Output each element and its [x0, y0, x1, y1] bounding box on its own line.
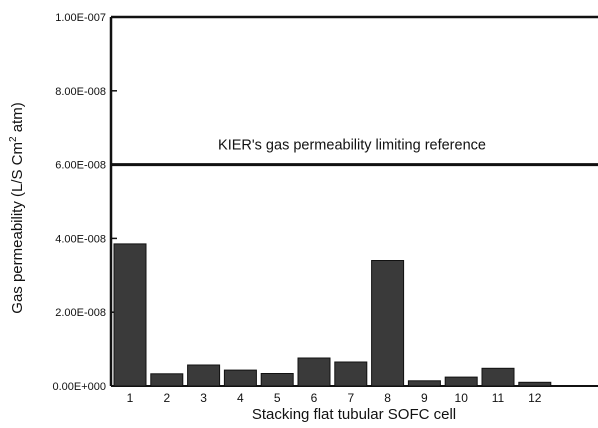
bar-4	[223, 369, 257, 387]
x-axis-title: Stacking flat tubular SOFC cell	[252, 406, 456, 423]
x-tick-label: 2	[163, 391, 170, 405]
bar-2	[150, 373, 184, 387]
bar-11	[481, 367, 515, 387]
y-axis: 0.00E+000 2.00E-008 4.00E-008 6.00E-008 8.00…	[52, 12, 117, 393]
bar-9	[407, 380, 441, 387]
x-tick-label: 4	[237, 391, 244, 405]
y-tick-label: 1.00E-007	[55, 12, 106, 24]
bar-5	[260, 373, 294, 387]
bar-12	[518, 381, 552, 387]
x-tick-label: 1	[127, 391, 134, 405]
bars	[113, 243, 552, 387]
x-tick-label: 12	[528, 391, 542, 405]
bar-7	[334, 361, 368, 387]
y-tick-label: 2.00E-008	[55, 307, 106, 319]
y-tick-label: 0.00E+000	[52, 381, 106, 393]
bar-10	[444, 376, 478, 387]
x-tick-label: 8	[384, 391, 391, 405]
plot-frame	[109, 15, 598, 387]
x-tick-label: 11	[492, 391, 505, 405]
x-tick-label: 5	[274, 391, 281, 405]
y-axis-title: Gas permeability (L/S Cm2 atm)	[8, 102, 26, 313]
bar-3	[187, 364, 221, 387]
x-tick-label: 7	[347, 391, 354, 405]
bar-1	[113, 243, 147, 387]
y-tick-label: 4.00E-008	[55, 233, 106, 245]
x-tick-label: 9	[421, 391, 428, 405]
y-tick-label: 6.00E-008	[55, 160, 106, 172]
y-tick-label: 8.00E-008	[55, 86, 106, 98]
bar-6	[297, 357, 331, 387]
bar-8	[371, 260, 405, 387]
reference-line-group: KIER's gas permeability limiting referen…	[111, 138, 598, 167]
x-axis: 1 2 3 4 5 6 7 8 9 10 11 12	[127, 391, 542, 405]
x-tick-label: 3	[200, 391, 207, 405]
x-tick-label: 6	[311, 391, 318, 405]
reference-line-label: KIER's gas permeability limiting referen…	[218, 138, 486, 154]
x-tick-label: 10	[455, 391, 469, 405]
